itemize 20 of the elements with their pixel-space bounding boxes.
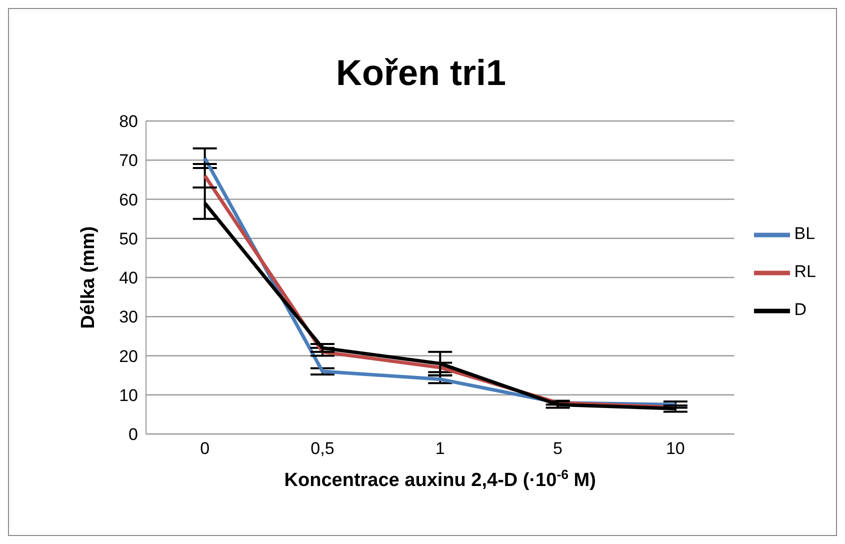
legend-label: RL: [794, 262, 816, 281]
x-tick-label: 0,5: [310, 439, 334, 458]
legend-label: BL: [794, 224, 816, 243]
x-axis-title: Koncentrace auxinu 2,4-D (·10$^{-6}$ M): [284, 466, 596, 491]
x-tick-label: 1: [435, 439, 445, 458]
legend-label: D: [794, 300, 807, 319]
y-tick-label: 0: [128, 425, 138, 444]
x-tick-label: 5: [553, 439, 563, 458]
chart-title: Kořen tri1: [336, 52, 506, 93]
y-tick-label: 40: [119, 268, 138, 288]
x-tick-label: 0: [200, 439, 210, 458]
y-tick-label: 30: [119, 308, 138, 327]
y-tick-label: 50: [119, 229, 138, 248]
y-tick-label: 20: [119, 346, 138, 366]
y-tick-label: 10: [119, 386, 138, 405]
x-tick-label: 10: [666, 439, 685, 458]
y-tick-label: 80: [119, 112, 138, 132]
y-axis-title: Délka (mm): [78, 226, 99, 329]
y-tick-label: 70: [119, 151, 138, 170]
y-tick-label: 60: [119, 190, 138, 210]
